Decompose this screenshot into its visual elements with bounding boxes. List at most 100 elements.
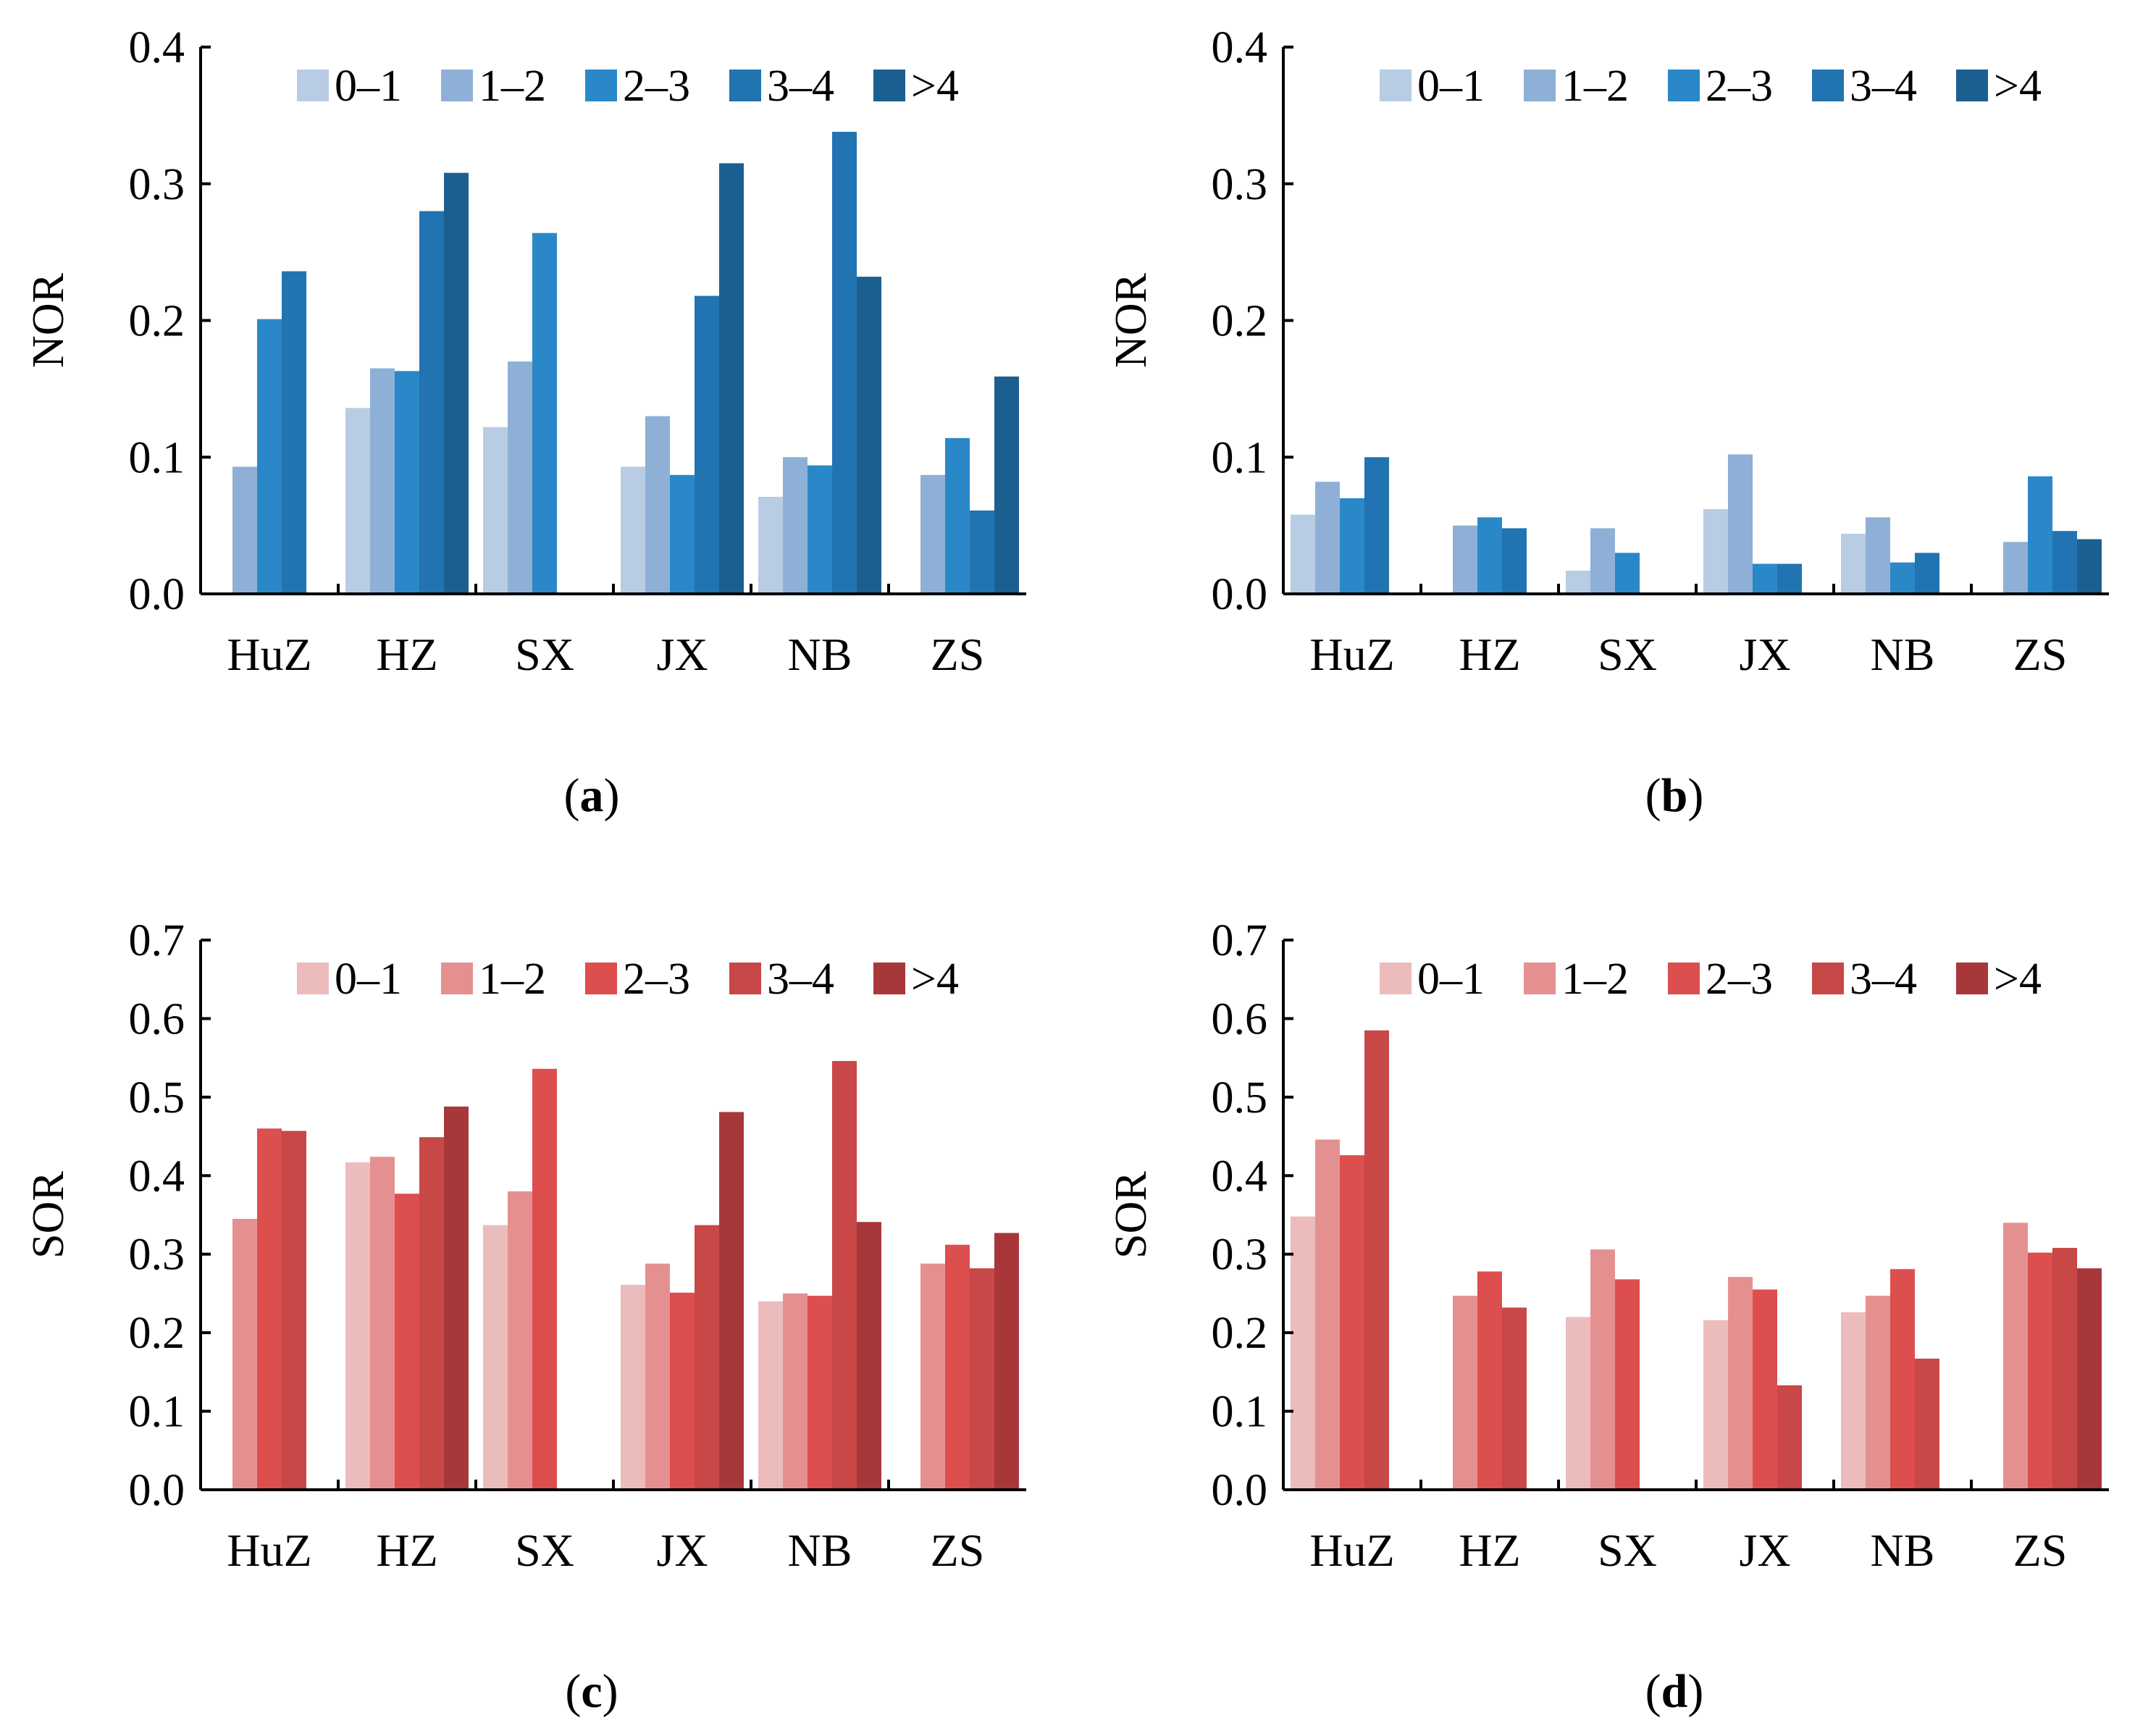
legend-label: 3–4 [767, 62, 834, 111]
x-tick-label: HuZ [227, 1525, 311, 1576]
y-tick-label: 0.0 [1212, 570, 1268, 619]
panel-label-letter: b [1661, 769, 1688, 822]
bar [994, 376, 1019, 594]
y-tick-label: 0.0 [1212, 1466, 1268, 1515]
bar [2028, 476, 2052, 594]
bar [2052, 1248, 2077, 1490]
bar [1703, 508, 1728, 594]
bar [2052, 531, 2077, 594]
y-tick-label: 0.3 [1212, 160, 1268, 209]
y-tick-label: 0.4 [129, 1152, 185, 1201]
legend-swatch [1524, 963, 1556, 994]
legend-swatch [873, 963, 905, 994]
legend-swatch [1668, 963, 1700, 994]
y-tick-label: 0.6 [1212, 994, 1268, 1044]
bar [945, 437, 970, 594]
bar [1590, 528, 1615, 594]
x-tick-label: NB [1871, 1525, 1935, 1576]
legend-swatch [1524, 70, 1556, 101]
x-tick-label: NB [788, 629, 852, 680]
bar [345, 408, 370, 594]
legend-label: 2–3 [623, 955, 690, 1004]
y-tick-label: 0.3 [129, 160, 185, 209]
y-tick-label: 0.2 [1212, 1309, 1268, 1358]
x-tick-label: HuZ [1309, 629, 1394, 680]
legend-label: 1–2 [479, 955, 546, 1004]
x-tick-label: SX [1598, 1525, 1657, 1576]
panel-label-letter: c [581, 1665, 602, 1718]
bar [695, 1225, 719, 1490]
bar [1841, 533, 1866, 594]
y-tick-label: 0.7 [129, 916, 185, 965]
y-tick-label: 0.7 [1212, 916, 1268, 965]
panel-label-letter: a [580, 769, 604, 822]
legend-swatch [1956, 963, 1988, 994]
bar [1566, 1317, 1590, 1490]
panel-label: (b) [1645, 769, 1704, 822]
bar [1703, 1320, 1728, 1490]
panel-label: (c) [565, 1665, 618, 1718]
legend-swatch [729, 963, 761, 994]
panel-label: (a) [564, 769, 620, 822]
y-tick-label: 0.4 [1212, 23, 1268, 72]
bar [808, 465, 832, 594]
bar [282, 1131, 306, 1490]
y-tick-label: 0.1 [129, 1388, 185, 1437]
panel-label-open: ( [1645, 1665, 1661, 1718]
legend-swatch [297, 963, 329, 994]
x-tick-label: ZS [931, 629, 985, 680]
bar [508, 361, 532, 594]
chart-panel-c: 0.0 0.1 0.2 0.3 0.4 0.5 0.6 0.7 HuZ HZ SX JX NB ZS SOR… [24, 916, 1026, 1718]
bar [1477, 517, 1502, 594]
legend-label: 3–4 [1850, 62, 1917, 111]
bar [370, 368, 395, 594]
bar [621, 1285, 645, 1490]
bar [1615, 1279, 1640, 1490]
legend-swatch [1380, 963, 1412, 994]
bar [1453, 525, 1477, 594]
bar [395, 371, 419, 594]
bar [2077, 539, 2102, 594]
x-tick-label: SX [515, 1525, 574, 1576]
legend-label: 0–1 [335, 62, 402, 111]
bar [1315, 482, 1340, 594]
bar [1915, 553, 1939, 594]
legend-swatch [729, 70, 761, 101]
bar [621, 466, 645, 594]
bar [645, 416, 670, 594]
bar [970, 1268, 994, 1490]
bar [1890, 1269, 1915, 1490]
bar [857, 1222, 881, 1490]
bar [645, 1263, 670, 1490]
legend-swatch [873, 70, 905, 101]
legend-swatch [1812, 70, 1844, 101]
legend-label: 2–3 [1706, 955, 1773, 1004]
bar [1777, 1385, 1802, 1490]
bar [444, 1106, 469, 1490]
panel-label-close: ) [604, 769, 620, 822]
bar [282, 271, 306, 594]
chart-panel-a: 0.0 0.1 0.2 0.3 0.4 HuZ HZ SX JX NB ZS NOR 0–1 1–2 2–3… [24, 23, 1026, 822]
bar [970, 510, 994, 594]
bar [758, 1301, 783, 1490]
bar [419, 211, 444, 594]
bar [783, 457, 808, 594]
legend-label: 0–1 [1417, 62, 1485, 111]
panel-label-open: ( [564, 769, 580, 822]
x-tick-label: SX [515, 629, 574, 680]
bar [2003, 1223, 2028, 1490]
legend-label: 0–1 [335, 955, 402, 1004]
bar [508, 1191, 532, 1490]
bar [994, 1233, 1019, 1490]
legend-label: >4 [911, 62, 959, 111]
bar [419, 1137, 444, 1490]
y-tick-label: 0.1 [1212, 1388, 1268, 1437]
bar [257, 1128, 282, 1490]
panel-label-close: ) [1687, 769, 1703, 822]
bar [257, 319, 282, 594]
bar [808, 1296, 832, 1490]
bar [1291, 1216, 1315, 1490]
bar [483, 1225, 508, 1490]
x-tick-label: HZ [1459, 1525, 1520, 1576]
